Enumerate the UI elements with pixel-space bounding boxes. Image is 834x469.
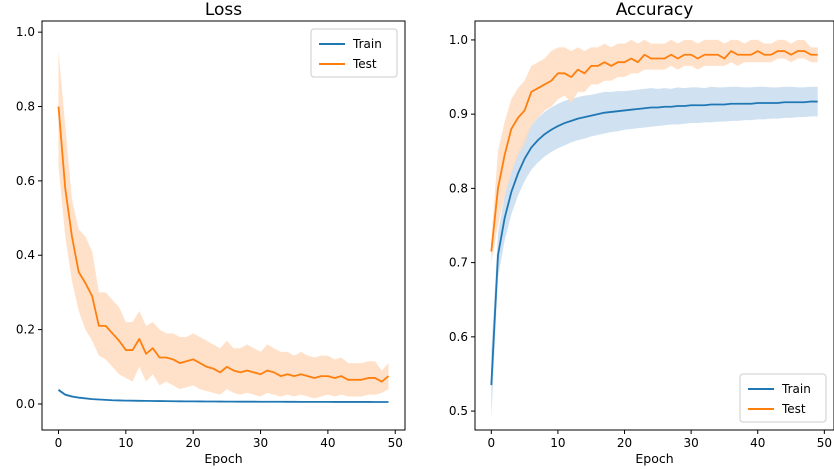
legend: Train Test [739,373,827,423]
x-tick-label: 20 [617,436,632,450]
y-tick-label: 0.0 [16,397,35,411]
legend-label-train: Train [352,37,382,51]
x-tick-label: 40 [320,436,335,450]
chart-1-accuracy: Accuracy 0 10 20 30 40 50 0.5 0.6 0.7 0.8 0.9 1.0 Epo… [449,0,834,466]
x-tick-label: 40 [750,436,765,450]
x-tick-label: 10 [118,436,133,450]
y-tick-label: 0.6 [16,174,35,188]
band-test [491,39,818,263]
legend-label-test: Test [352,57,377,71]
y-tick-label: 0.9 [449,107,468,121]
legend-label-train: Train [781,382,811,396]
chart-0-loss: Loss 0 10 20 30 40 50 0.0 0.2 0.4 0.6 0.8 1.0 Epoch Tr… [16,0,406,466]
y-tick-label: 0.8 [449,181,468,195]
x-tick-label: 50 [388,436,403,450]
x-tick-label: 10 [550,436,565,450]
plot-area [490,39,818,419]
y-tick-label: 0.6 [449,330,468,344]
series-line-train [490,100,818,386]
series-line-test [57,106,390,383]
x-axis-label: Epoch [204,451,242,466]
plot-area [57,50,390,403]
x-tick-label: 0 [55,436,63,450]
band-test [58,50,389,399]
x-axis-label: Epoch [635,451,673,466]
y-tick-label: 0.7 [449,256,468,270]
x-tick-label: 30 [683,436,698,450]
y-tick-label: 1.0 [16,25,35,39]
x-tick-label: 20 [186,436,201,450]
legend: Train Test [310,28,398,78]
band-train [491,86,818,419]
axes-frame [474,20,834,431]
y-tick-label: 0.8 [16,100,35,114]
x-tick-label: 0 [487,436,495,450]
y-tick-label: 0.5 [449,404,468,418]
axes-frame [41,20,406,431]
chart-title: Accuracy [616,0,694,20]
x-tick-label: 30 [253,436,268,450]
legend-label-test: Test [781,402,806,416]
x-tick-label: 50 [817,436,832,450]
y-tick-label: 0.2 [16,323,35,337]
series-line-test [490,50,818,252]
chart-title: Loss [205,0,242,20]
series-line-train [57,389,389,403]
y-tick-label: 1.0 [449,33,468,47]
y-tick-label: 0.4 [16,248,35,262]
